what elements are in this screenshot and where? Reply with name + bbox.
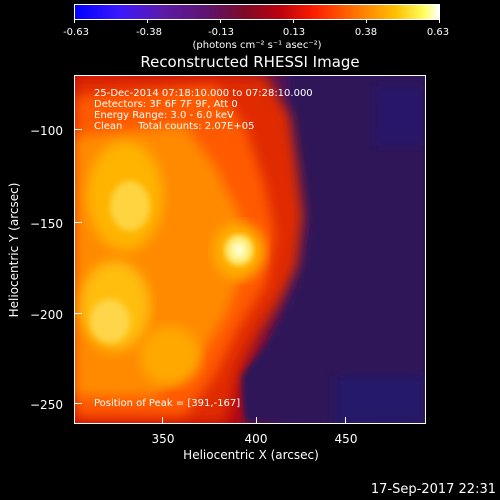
x-axis-title: Heliocentric X (arcsec) <box>183 448 319 462</box>
peak-position-label: Position of Peak = [391,-167] <box>94 398 241 409</box>
x-tick-label: 350 <box>151 432 175 446</box>
colorbar <box>74 4 440 20</box>
colorbar-tick <box>147 19 148 23</box>
x-tick-label: 450 <box>334 432 358 446</box>
image-plot-area <box>74 75 426 424</box>
colorbar-units: (photons cm⁻² s⁻¹ asec⁻²) <box>192 40 322 51</box>
colorbar-tick <box>439 19 440 23</box>
generation-timestamp: 17-Sep-2017 22:31 <box>370 482 496 497</box>
plot-title: Reconstructed RHESSI Image <box>140 53 360 71</box>
colorbar-label: -0.13 <box>208 27 234 38</box>
colorbar-tick <box>220 19 221 23</box>
info-time-range: 25-Dec-2014 07:18:10.000 to 07:28:10.000 <box>94 88 313 99</box>
y-tick-label: −100 <box>30 124 63 138</box>
colorbar-label: 0.13 <box>282 27 306 38</box>
colorbar-label: -0.63 <box>63 27 89 38</box>
colorbar-tick <box>293 19 294 23</box>
y-tick-label: −200 <box>30 308 63 322</box>
y-tick-label: −150 <box>30 217 63 231</box>
y-axis-title: Heliocentric Y (arcsec) <box>7 182 21 318</box>
x-tick-label: 400 <box>244 432 268 446</box>
y-axis-tick <box>75 403 82 404</box>
colorbar-label: 0.38 <box>354 27 378 38</box>
y-tick-label: −250 <box>30 398 63 412</box>
colorbar-label: 0.63 <box>426 27 450 38</box>
colorbar-label: -0.38 <box>136 27 162 38</box>
rhessi-image <box>75 76 425 423</box>
y-axis-tick <box>75 129 82 130</box>
info-energy-range: Energy Range: 3.0 - 6.0 keV <box>94 110 234 121</box>
info-clean-counts: Clean Total counts: 2.07E+05 <box>94 121 255 132</box>
y-axis-tick <box>75 313 82 314</box>
colorbar-tick <box>74 19 75 23</box>
colorbar-tick <box>366 19 367 23</box>
y-axis-tick <box>75 222 82 223</box>
x-axis-tick <box>256 417 257 424</box>
x-axis-tick <box>345 417 346 424</box>
x-axis-tick <box>162 417 163 424</box>
info-detectors: Detectors: 3F 6F 7F 9F, Att 0 <box>94 99 238 110</box>
